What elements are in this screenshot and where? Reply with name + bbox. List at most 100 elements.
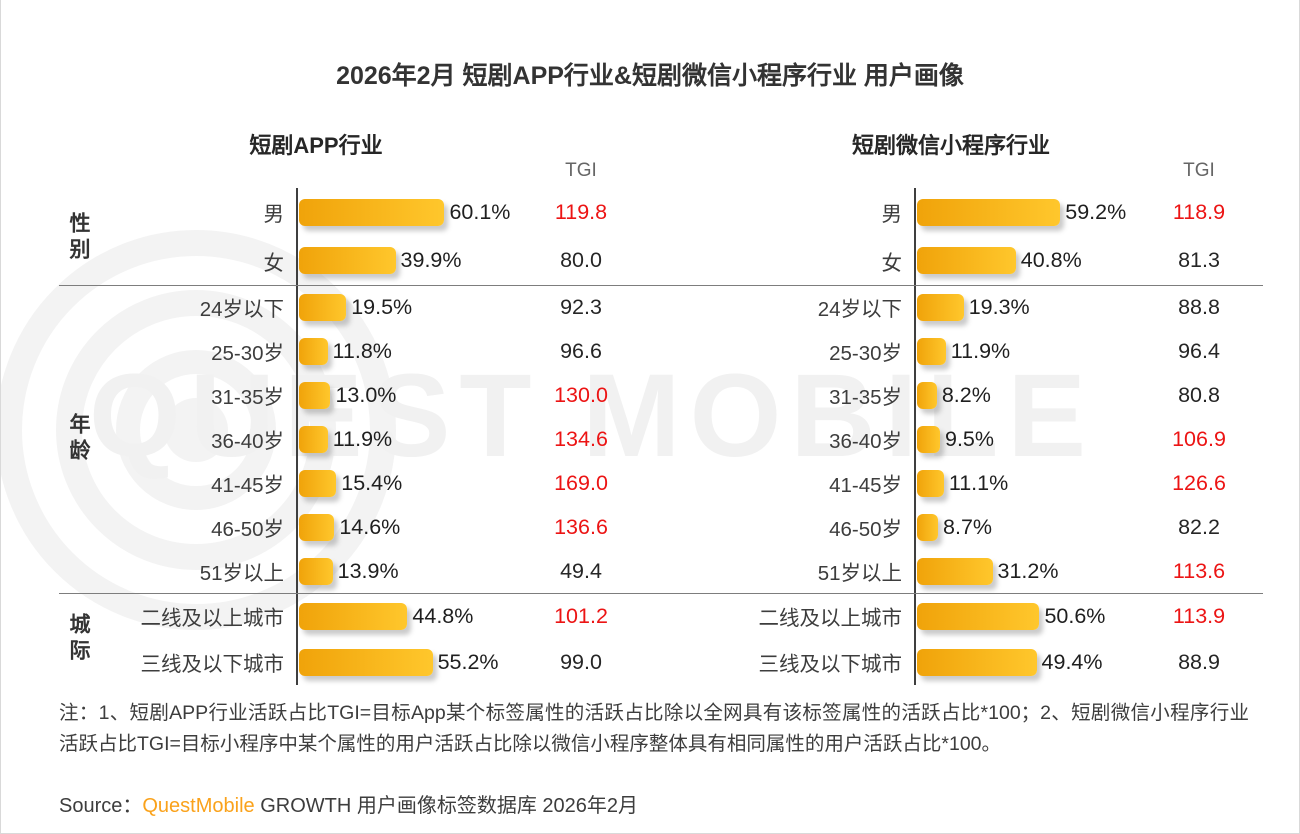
percent-label: 15.4% <box>341 470 403 495</box>
section-gender: 男 59.2% 118.9 女 40.8% 81.3 <box>677 188 1269 285</box>
section-gender: 男 60.1% 119.8 女 39.9% 80.0 <box>59 188 651 285</box>
bar <box>917 648 1037 676</box>
tgi-value: 113.9 <box>1172 603 1226 628</box>
percent-label: 11.1% <box>948 470 1009 495</box>
tgi-value: 88.9 <box>1178 649 1220 674</box>
table-row: 二线及以上城市 44.8% 101.2 <box>59 593 651 639</box>
bar <box>917 198 1061 226</box>
tgi-column-header-right: TGI <box>1183 160 1215 181</box>
bar <box>299 337 328 365</box>
table-row: 51岁以上 31.2% 113.6 <box>677 549 1269 593</box>
bar <box>917 381 937 409</box>
bar <box>917 247 1016 275</box>
tgi-value: 96.6 <box>560 338 602 363</box>
bar <box>299 648 433 676</box>
tgi-value: 80.8 <box>1178 382 1220 407</box>
percent-label: 9.5% <box>944 426 994 451</box>
tgi-value: 88.8 <box>1178 294 1220 319</box>
row-label: 46-50岁 <box>211 518 284 541</box>
row-label: 31-35岁 <box>829 386 902 409</box>
bar <box>917 469 944 497</box>
panel-title-app: 短剧APP行业 <box>249 133 383 158</box>
row-label: 男 <box>263 203 285 227</box>
bar <box>299 247 396 275</box>
percent-label: 39.9% <box>400 248 462 273</box>
tgi-value: 49.4 <box>560 558 602 583</box>
row-label: 女 <box>881 251 903 275</box>
tgi-value: 82.2 <box>1178 514 1220 539</box>
table-row: 二线及以上城市 50.6% 113.9 <box>677 593 1269 639</box>
percent-label: 19.5% <box>351 294 413 319</box>
source-prefix: Source： <box>59 795 143 817</box>
percent-label: 13.0% <box>335 382 397 407</box>
row-label: 二线及以上城市 <box>140 607 285 630</box>
tgi-value: 130.0 <box>554 382 608 407</box>
footnote: 注：1、短剧APP行业活跃占比TGI=目标App某个标签属性的活跃占比除以全网具… <box>59 702 1249 756</box>
source-line: Source：QuestMobile GROWTH 用户画像标签数据库 2026… <box>59 789 638 818</box>
page-title: 2026年2月 短剧APP行业&短剧微信小程序行业 用户画像 <box>336 62 964 90</box>
percent-label: 55.2% <box>437 649 499 674</box>
bar <box>917 557 993 585</box>
tgi-value: 136.6 <box>554 514 608 539</box>
divider-age-city <box>59 593 1263 594</box>
table-row: 36-40岁 11.9% 134.6 <box>59 417 651 461</box>
table-row: 46-50岁 8.7% 82.2 <box>677 505 1269 549</box>
percent-label: 50.6% <box>1044 603 1106 628</box>
bar <box>917 513 939 541</box>
divider-gender-age <box>59 285 1263 286</box>
table-row: 三线及以下城市 49.4% 88.9 <box>677 639 1269 685</box>
row-label: 男 <box>881 203 903 227</box>
bar <box>917 425 940 453</box>
percent-label: 60.1% <box>449 199 511 224</box>
tgi-value: 99.0 <box>560 649 602 674</box>
percent-label: 44.8% <box>412 603 474 628</box>
table-row: 41-45岁 15.4% 169.0 <box>59 461 651 505</box>
panel-miniprogram-industry: 男 59.2% 118.9 女 40.8% 81.3 24岁以下 19.3% 8… <box>677 188 1269 685</box>
row-label: 三线及以下城市 <box>140 653 285 676</box>
tgi-value: 134.6 <box>554 426 608 451</box>
row-label: 51岁以上 <box>817 562 902 585</box>
row-label: 36-40岁 <box>211 430 284 453</box>
table-row: 25-30岁 11.9% 96.4 <box>677 329 1269 373</box>
row-label: 二线及以上城市 <box>758 607 903 630</box>
table-row: 男 59.2% 118.9 <box>677 188 1269 237</box>
table-row: 31-35岁 8.2% 80.8 <box>677 373 1269 417</box>
percent-label: 11.8% <box>332 338 392 363</box>
table-row: 36-40岁 9.5% 106.9 <box>677 417 1269 461</box>
section-city: 二线及以上城市 44.8% 101.2 三线及以下城市 55.2% 99.0 <box>59 593 651 685</box>
row-label: 25-30岁 <box>829 342 902 365</box>
panel-app-industry: 男 60.1% 119.8 女 39.9% 80.0 24岁以下 19.5% 9… <box>59 188 651 685</box>
row-label: 36-40岁 <box>829 430 902 453</box>
table-row: 24岁以下 19.5% 92.3 <box>59 285 651 329</box>
row-label: 三线及以下城市 <box>758 653 903 676</box>
tgi-value: 80.0 <box>560 248 602 273</box>
row-label: 25-30岁 <box>211 342 284 365</box>
table-row: 41-45岁 11.1% 126.6 <box>677 461 1269 505</box>
row-label: 24岁以下 <box>199 298 284 321</box>
bar <box>299 557 333 585</box>
source-suffix: GROWTH 用户画像标签数据库 2026年2月 <box>254 795 639 817</box>
percent-label: 19.3% <box>968 294 1030 319</box>
tgi-value: 169.0 <box>554 470 608 495</box>
tgi-value: 119.8 <box>554 199 608 224</box>
table-row: 25-30岁 11.8% 96.6 <box>59 329 651 373</box>
percent-label: 14.6% <box>339 514 401 539</box>
tgi-value: 101.2 <box>554 603 608 628</box>
section-city: 二线及以上城市 50.6% 113.9 三线及以下城市 49.4% 88.9 <box>677 593 1269 685</box>
tgi-value: 106.9 <box>1172 426 1226 451</box>
section-age: 24岁以下 19.5% 92.3 25-30岁 11.8% 96.6 31-35… <box>59 285 651 593</box>
table-row: 24岁以下 19.3% 88.8 <box>677 285 1269 329</box>
row-label: 24岁以下 <box>817 298 902 321</box>
row-label: 31-35岁 <box>211 386 284 409</box>
tgi-value: 113.6 <box>1172 558 1226 583</box>
row-label: 41-45岁 <box>211 474 284 497</box>
tgi-value: 118.9 <box>1172 199 1226 224</box>
row-label: 51岁以上 <box>199 562 284 585</box>
table-row: 46-50岁 14.6% 136.6 <box>59 505 651 549</box>
bar <box>299 469 337 497</box>
tgi-value: 96.4 <box>1178 338 1220 363</box>
percent-label: 8.7% <box>943 514 993 539</box>
category-label-city: 城际 <box>67 613 90 665</box>
table-row: 51岁以上 13.9% 49.4 <box>59 549 651 593</box>
